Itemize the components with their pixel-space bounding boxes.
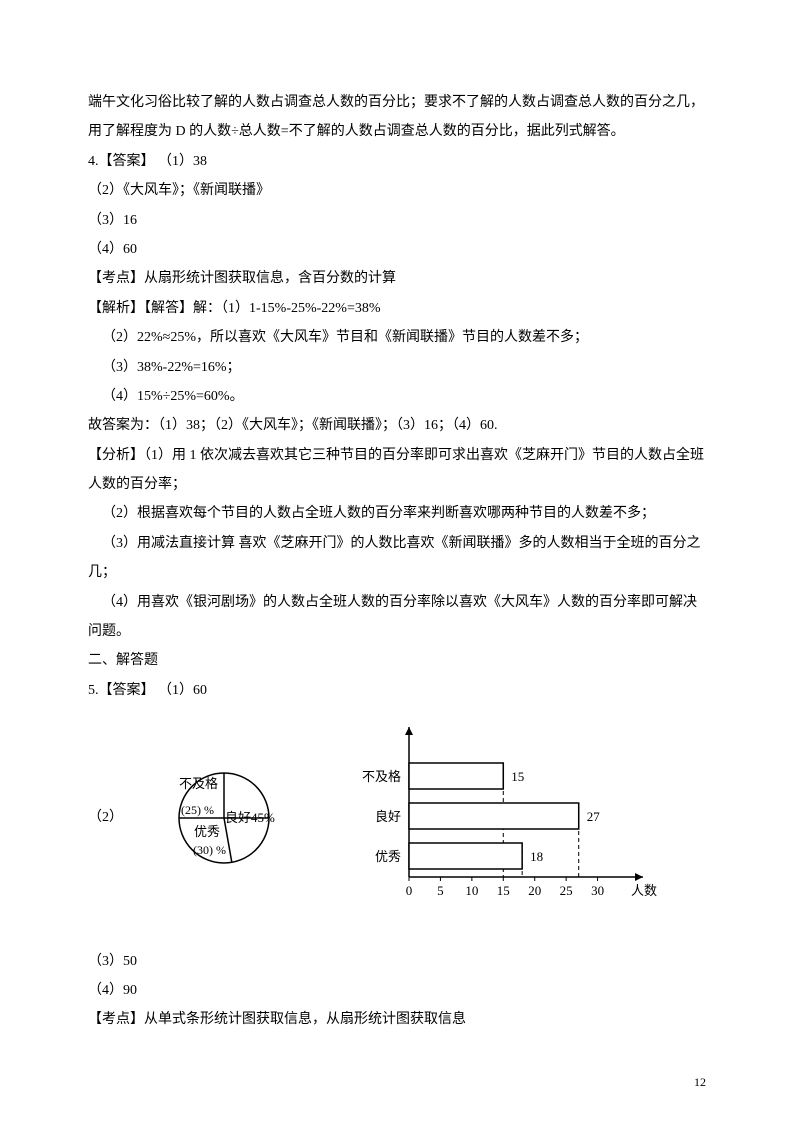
exam-point: 【考点】从扇形统计图获取信息，含百分数的计算: [88, 264, 706, 293]
q4-answer-2: （2）《大风车》；《新闻联播》: [88, 176, 706, 205]
answer-summary: 故答案为：（1）38；（2）《大风车》；《新闻联播》；（3）16；（4）60.: [88, 411, 706, 440]
fx-line: （2）根据喜欢每个节目的人数占全班人数的百分率来判断喜欢哪两种节目的人数差不多；: [88, 499, 706, 528]
fx-line: 【分析】（1）用 1 依次减去喜欢其它三种节目的百分率即可求出喜欢《芝麻开门》节…: [88, 441, 706, 500]
q5-answer-3: （3）50: [88, 947, 706, 976]
analysis-line: （4）15%÷25%=60%。: [88, 382, 706, 411]
q4-answer-head: 4.【答案】 （1）38: [88, 147, 706, 176]
q4-answer-4: （4）60: [88, 235, 706, 264]
exam-point: 【考点】从单式条形统计图获取信息，从扇形统计图获取信息: [88, 1005, 706, 1034]
svg-text:人数: 人数: [631, 883, 657, 898]
bar-chart: 0 5 10 15 20 25 30 人数 不及格 15 良好 27 优秀 18: [339, 717, 659, 918]
svg-text:优秀: 优秀: [375, 849, 401, 864]
q5-answer-2-label: （2）: [88, 803, 123, 832]
paragraph: 端午文化习俗比较了解的人数占调查总人数的百分比；要求不了解的人数占调查总人数的百…: [88, 88, 706, 147]
svg-text:良好: 良好: [375, 809, 401, 824]
svg-text:优秀: 优秀: [194, 824, 220, 839]
page-number: 12: [694, 1070, 706, 1095]
svg-text:15: 15: [497, 883, 510, 898]
pie-chart: 不及格 (25) % 良好45% 优秀 (30) %: [129, 758, 299, 878]
svg-text:不及格: 不及格: [179, 776, 218, 791]
svg-text:27: 27: [587, 809, 601, 824]
svg-text:25: 25: [560, 883, 573, 898]
q4-answer-3: （3）16: [88, 206, 706, 235]
svg-text:20: 20: [528, 883, 541, 898]
q5-answer-head: 5.【答案】 （1）60: [88, 676, 706, 705]
svg-text:(30) %: (30) %: [193, 843, 226, 857]
analysis-line: 【解析】【解答】解：（1）1-15%-25%-22%=38%: [88, 294, 706, 323]
svg-text:良好45%: 良好45%: [225, 810, 275, 825]
svg-text:15: 15: [511, 769, 524, 784]
svg-text:0: 0: [406, 883, 413, 898]
fx-line: （4）用喜欢《银河剧场》的人数占全班人数的百分率除以喜欢《大风车》人数的百分率即…: [88, 588, 706, 647]
svg-text:不及格: 不及格: [362, 769, 401, 784]
svg-text:5: 5: [437, 883, 444, 898]
svg-text:18: 18: [530, 849, 543, 864]
analysis-line: （3）38%-22%=16%；: [88, 353, 706, 382]
fx-line: （3）用减法直接计算 喜欢《芝麻开门》的人数比喜欢《新闻联播》多的人数相当于全班…: [88, 529, 706, 588]
svg-text:(25) %: (25) %: [181, 803, 214, 817]
charts-row: （2） 不及格 (25) % 良好45% 优秀 (30) % 0 5 10 15 20 25 30 人…: [88, 717, 706, 918]
svg-text:30: 30: [591, 883, 604, 898]
svg-text:10: 10: [465, 883, 478, 898]
section-heading: 二、解答题: [88, 646, 706, 675]
q5-answer-4: （4）90: [88, 976, 706, 1005]
analysis-line: （2）22%≈25%，所以喜欢《大风车》节目和《新闻联播》节目的人数差不多；: [88, 323, 706, 352]
